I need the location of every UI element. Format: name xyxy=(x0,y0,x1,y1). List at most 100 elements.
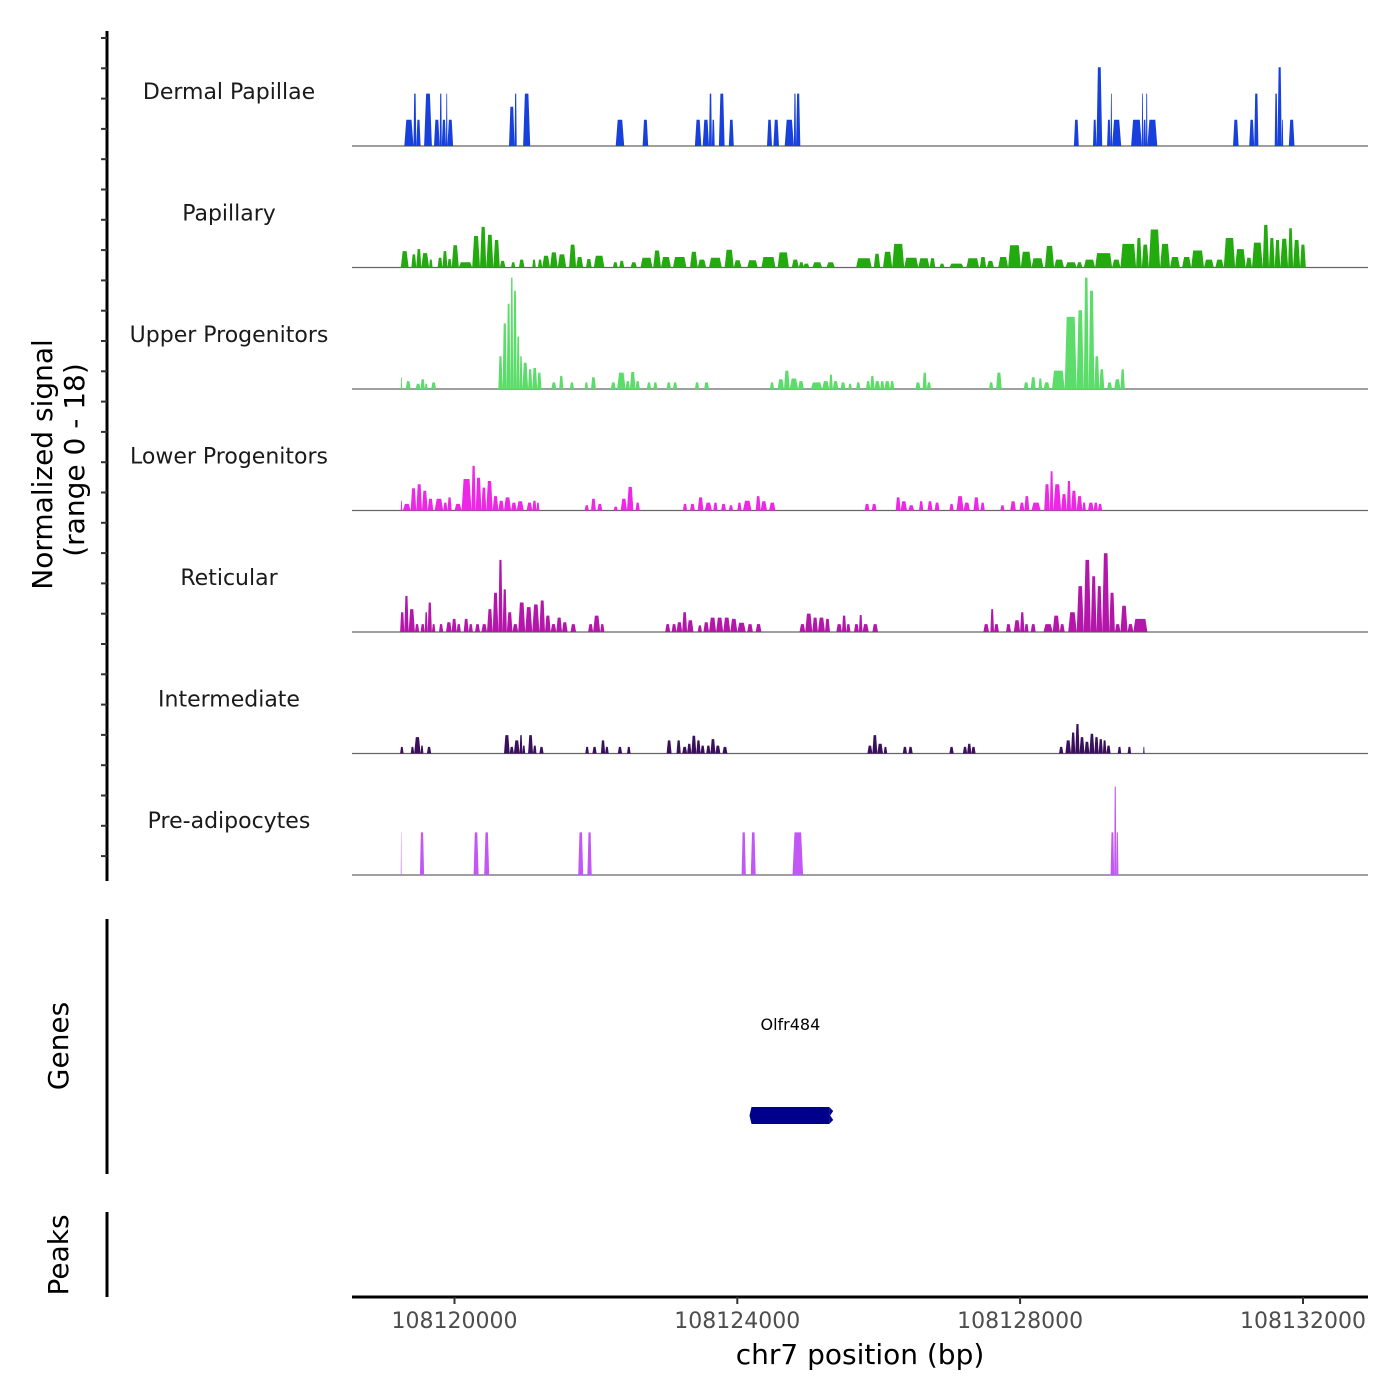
signal-bar xyxy=(533,745,537,754)
signal-bar xyxy=(880,381,885,389)
signal-bar xyxy=(1215,259,1224,268)
signal-bar xyxy=(550,252,558,268)
signal-bar xyxy=(986,260,994,268)
signal-bar xyxy=(895,497,901,511)
signal-bar xyxy=(542,255,550,268)
signal-bar xyxy=(1252,242,1263,268)
signal-bar xyxy=(793,93,796,146)
signal-bar xyxy=(584,382,589,389)
signal-bar xyxy=(908,746,913,754)
signal-bar xyxy=(556,617,562,632)
gene-label: Olfr484 xyxy=(761,1015,821,1034)
signal-bar xyxy=(1096,586,1103,632)
signal-bar xyxy=(635,502,640,511)
signal-bar xyxy=(439,93,442,146)
signal-bar xyxy=(929,258,936,268)
signal-bar xyxy=(424,383,428,389)
signal-bar xyxy=(918,258,930,268)
signal-bar xyxy=(884,381,890,389)
signal-bar xyxy=(562,622,568,632)
signal-bar xyxy=(1107,119,1111,146)
signal-bar xyxy=(704,382,709,389)
signal-bar xyxy=(1274,240,1281,268)
signal-bar xyxy=(519,356,523,389)
signal-bar xyxy=(741,832,746,875)
signal-bar xyxy=(461,479,472,511)
signal-bar xyxy=(796,93,801,146)
signal-bar xyxy=(1083,559,1091,632)
signal-bar xyxy=(1141,93,1144,146)
signal-bar xyxy=(822,381,830,389)
signal-bar xyxy=(408,609,415,632)
signal-bar xyxy=(421,253,430,268)
signal-bar xyxy=(600,624,605,632)
signal-bar xyxy=(481,487,487,511)
signal-bar xyxy=(966,258,980,268)
signal-bar xyxy=(862,624,869,632)
signal-bar xyxy=(825,618,830,632)
signal-bar xyxy=(1083,277,1089,389)
signal-bar xyxy=(1254,93,1259,146)
signal-bar xyxy=(1182,257,1192,268)
signal-bar xyxy=(691,735,697,754)
signal-bar xyxy=(1099,369,1105,389)
coverage-tracks: Dermal Papillae Papillary Upper Progenitor… xyxy=(130,67,1368,876)
signal-bar xyxy=(709,93,712,146)
signal-bar xyxy=(1148,229,1161,268)
signal-bar xyxy=(400,832,402,875)
signal-bar xyxy=(578,832,584,875)
signal-bar xyxy=(979,257,987,268)
signal-bar xyxy=(492,592,499,632)
signal-bar xyxy=(526,502,533,511)
signal-bar xyxy=(402,503,411,511)
signal-bar xyxy=(826,262,835,268)
signal-bar xyxy=(569,244,577,268)
signal-bar xyxy=(419,832,425,875)
signal-bar xyxy=(737,502,742,511)
signal-bar xyxy=(722,746,728,754)
signal-bar xyxy=(416,484,422,511)
signal-bar xyxy=(400,612,405,632)
signal-bar xyxy=(836,624,842,632)
signal-bar xyxy=(724,249,734,268)
signal-bar xyxy=(1110,93,1113,146)
signal-bar xyxy=(1277,67,1282,146)
signal-bar xyxy=(1083,259,1096,268)
signal-bar xyxy=(518,602,526,632)
signal-bar xyxy=(411,254,417,268)
signal-bar xyxy=(848,383,852,389)
signal-bar xyxy=(486,481,493,511)
signal-bar xyxy=(733,260,742,268)
signal-bar xyxy=(537,372,542,389)
x-tick-label: 108124000 xyxy=(674,1309,800,1334)
signal-bar xyxy=(511,502,517,511)
signal-bar xyxy=(829,374,833,389)
gene-strand-arrow-icon xyxy=(829,1107,834,1124)
signal-bar xyxy=(1053,484,1062,511)
signal-bar xyxy=(760,501,767,511)
signal-bar xyxy=(799,624,806,632)
signal-bar xyxy=(967,743,972,754)
signal-bar xyxy=(1106,745,1111,754)
signal-bar xyxy=(1052,370,1065,389)
signal-bar xyxy=(998,257,1009,268)
genes-track: Olfr484 xyxy=(749,1015,834,1124)
signal-bar xyxy=(798,381,804,389)
signal-bar xyxy=(784,370,790,389)
signal-bar xyxy=(854,624,859,632)
signal-bar xyxy=(832,381,839,389)
signal-bar xyxy=(518,259,525,268)
signal-bar xyxy=(791,259,799,268)
x-tick-label: 108120000 xyxy=(392,1309,518,1334)
signal-bar xyxy=(537,259,543,268)
signal-bar xyxy=(519,735,523,754)
signal-bar xyxy=(617,746,623,754)
signal-bar xyxy=(702,119,709,146)
signal-bar xyxy=(1013,620,1021,632)
signal-bar xyxy=(504,497,512,511)
signal-bar xyxy=(597,503,603,511)
signal-bar xyxy=(994,624,999,632)
signal-bar xyxy=(612,262,618,268)
signal-bar xyxy=(1262,224,1269,268)
